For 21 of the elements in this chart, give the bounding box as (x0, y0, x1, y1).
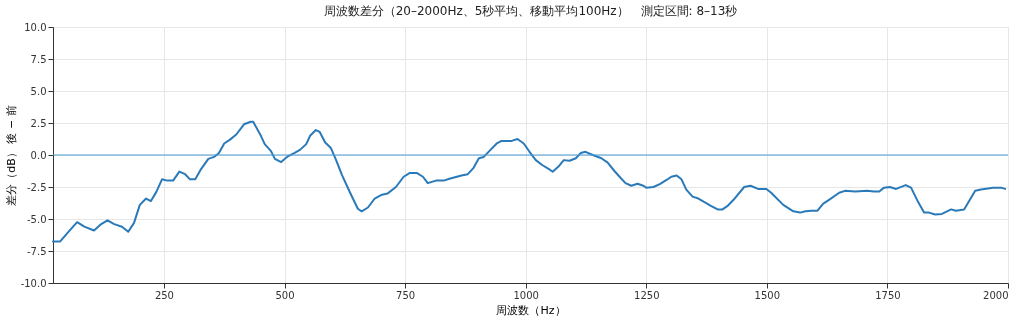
x-tick-label: 500 (275, 289, 295, 301)
x-tick-label: 2000 (983, 289, 1009, 301)
y-tick-label: 0.0 (30, 149, 47, 161)
x-tick-label: 1000 (513, 289, 539, 301)
x-tick-label: 1500 (754, 289, 781, 301)
y-tick-label: 7.5 (30, 53, 47, 65)
x-tick-label: 1750 (875, 289, 901, 301)
chart-title: 周波数差分（20–2000Hz、5秒平均、移動平均100Hz） 測定区間: 8–13秒 (323, 4, 738, 18)
y-tick-label: -5.0 (26, 213, 47, 225)
y-tick-label: -2.5 (26, 181, 47, 193)
x-tick-label: 750 (396, 289, 416, 301)
line-series (52, 120, 1007, 243)
x-tick-label: 250 (154, 289, 174, 301)
y-tick-label: 2.5 (30, 117, 47, 129)
y-tick-label: -10.0 (20, 277, 47, 289)
y-tick-label: 5.0 (30, 85, 47, 97)
y-tick-label: -7.5 (26, 245, 47, 257)
y-tick-label: 10.0 (24, 21, 47, 33)
y-axis-title: 差分（dB） 後 − 前 (4, 105, 18, 206)
x-axis-title: 周波数（Hz） (496, 303, 566, 317)
x-tick-label: 1250 (634, 289, 660, 301)
